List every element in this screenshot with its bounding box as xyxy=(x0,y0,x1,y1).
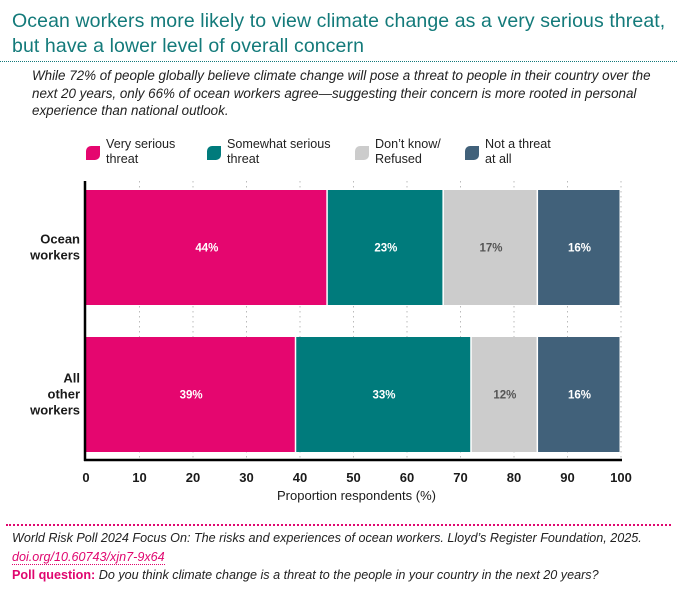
legend-swatch-somewhat-serious xyxy=(207,146,221,160)
legend-item-somewhat-serious: Somewhat serious threat xyxy=(207,137,331,166)
poll-question-text: Do you think climate change is a threat … xyxy=(98,568,599,582)
x-tick-label: 0 xyxy=(82,470,89,485)
data-label: 12% xyxy=(493,390,516,402)
data-label: 17% xyxy=(479,243,502,255)
category-labels: Ocean workers All other workers xyxy=(29,232,80,418)
legend-label: Somewhat serious threat xyxy=(227,137,331,166)
x-tick-labels: 0 10 20 30 40 50 60 70 80 90 100 xyxy=(82,470,631,485)
poll-question: Poll question: Do you think climate chan… xyxy=(12,566,672,585)
legend-swatch-very-serious xyxy=(86,146,100,160)
bar-segment-not-a-threat xyxy=(538,337,620,452)
data-label: 16% xyxy=(568,390,591,402)
legend-swatch-dont-know xyxy=(355,146,369,160)
footer-divider xyxy=(6,524,671,526)
category-label: Ocean workers xyxy=(29,232,80,263)
legend-swatch-not-a-threat xyxy=(465,146,479,160)
x-tick-label: 50 xyxy=(346,470,360,485)
x-tick-label: 20 xyxy=(186,470,200,485)
chart-title: Ocean workers more likely to view climat… xyxy=(12,10,666,57)
legend-item-dont-know: Don’t know/ Refused xyxy=(355,137,441,166)
legend-label: Very serious threat xyxy=(106,137,176,166)
bar-segment-somewhat-serious xyxy=(296,337,471,452)
poll-question-label: Poll question: xyxy=(12,568,96,582)
x-tick-label: 80 xyxy=(507,470,521,485)
x-tick-label: 70 xyxy=(453,470,467,485)
x-tick-label: 30 xyxy=(239,470,253,485)
bars: 44% 23% 17% 16% 39% 33% 12% 16% xyxy=(86,190,620,452)
data-label: 16% xyxy=(568,243,591,255)
doi-link[interactable]: doi.org/10.60743/xjn7-9x64 xyxy=(12,549,165,565)
citation: World Risk Poll 2024 Focus On: The risks… xyxy=(12,531,642,545)
x-tick-label: 60 xyxy=(400,470,414,485)
legend-item-not-a-threat: Not a threat at all xyxy=(465,137,551,166)
category-label: All other workers xyxy=(29,371,80,418)
bar-segment-somewhat-serious xyxy=(327,190,443,305)
footnote: World Risk Poll 2024 Focus On: The risks… xyxy=(12,529,672,585)
stacked-bar-chart: 44% 23% 17% 16% 39% 33% 12% 16% Ocean workers All… xyxy=(29,181,632,503)
data-label: 39% xyxy=(180,390,203,402)
title-divider xyxy=(0,61,677,62)
legend-label: Don’t know/ Refused xyxy=(375,137,441,166)
x-tick-label: 40 xyxy=(293,470,307,485)
chart-subtitle: While 72% of people globally believe cli… xyxy=(32,68,651,118)
legend-item-very-serious: Very serious threat xyxy=(86,137,175,166)
legend-label: Not a threat at all xyxy=(485,137,551,166)
bar-segment-very-serious xyxy=(86,337,295,452)
axes xyxy=(83,181,622,462)
x-axis-title: Proportion respondents (%) xyxy=(277,488,436,503)
bar-segment-dont-know xyxy=(471,337,537,452)
bar-segment-dont-know xyxy=(443,190,537,305)
data-label: 44% xyxy=(195,243,218,255)
data-label: 23% xyxy=(374,243,397,255)
data-label: 33% xyxy=(372,390,395,402)
bar-segment-not-a-threat xyxy=(538,190,620,305)
bar-segment-very-serious xyxy=(86,190,327,305)
x-tick-label: 90 xyxy=(560,470,574,485)
x-tick-label: 10 xyxy=(132,470,146,485)
legend: Very serious threat Somewhat serious thr… xyxy=(86,137,646,171)
x-tick-label: 100 xyxy=(610,470,632,485)
